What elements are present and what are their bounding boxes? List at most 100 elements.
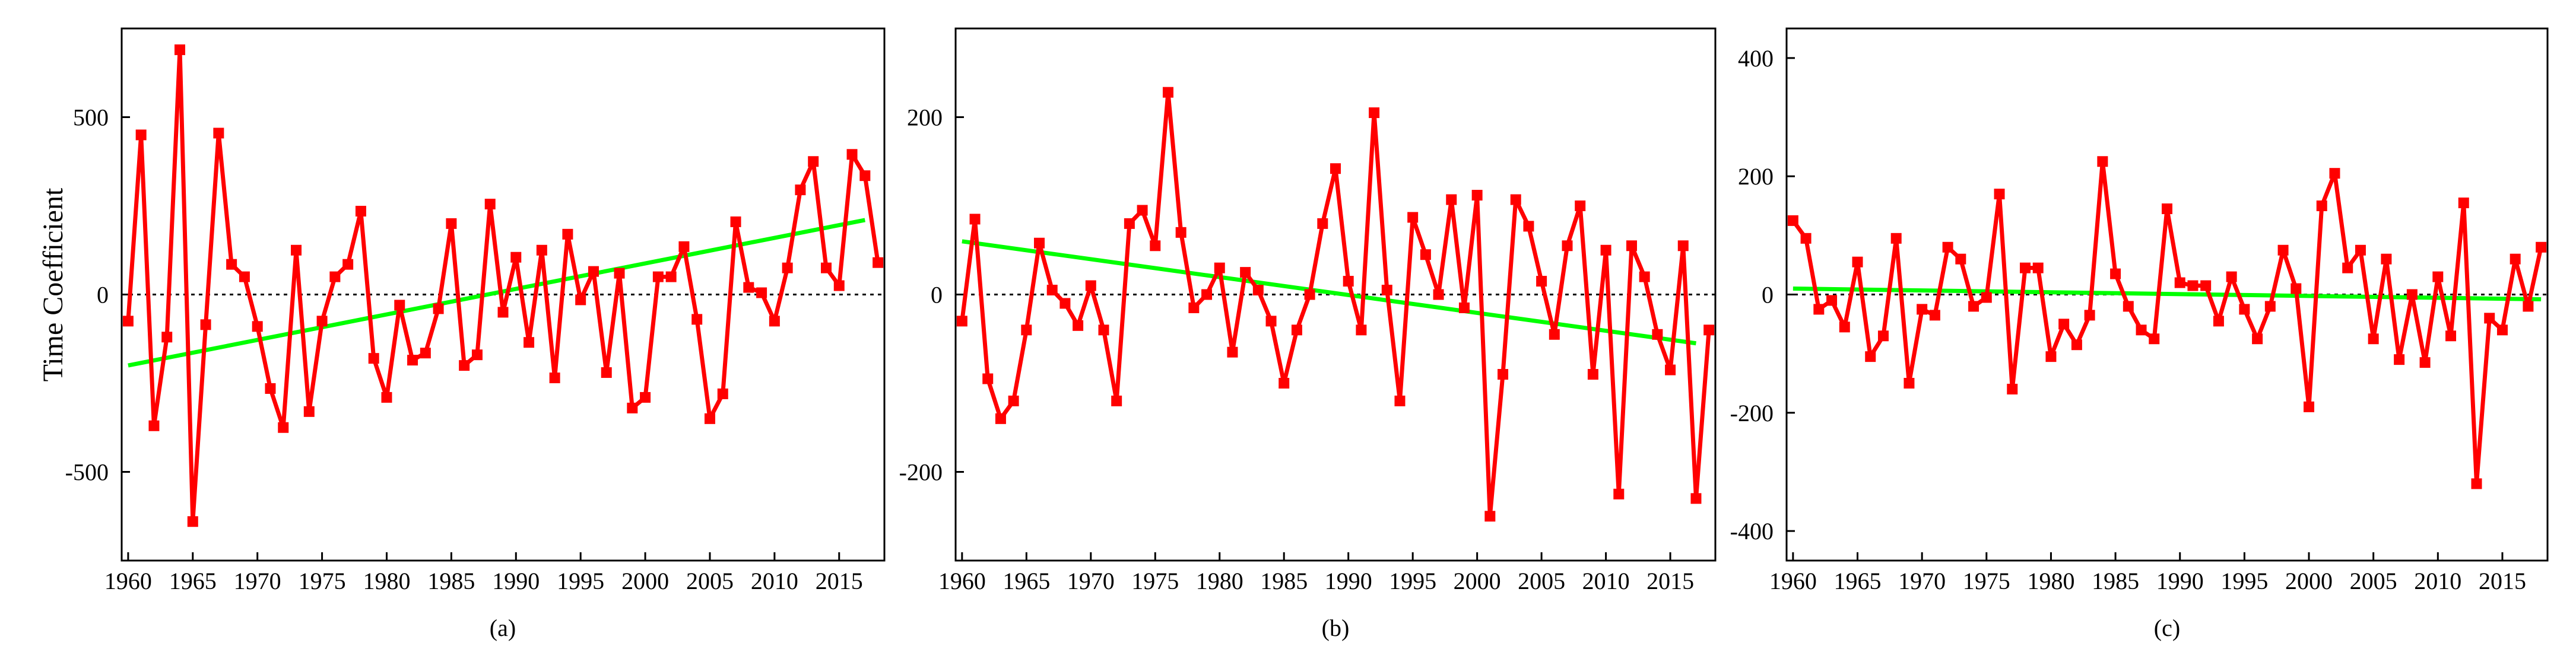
data-point xyxy=(122,316,134,327)
data-point xyxy=(2110,268,2121,279)
data-point xyxy=(873,257,884,268)
data-point xyxy=(1291,324,1302,336)
data-point xyxy=(252,321,263,332)
data-point xyxy=(316,316,328,327)
data-point xyxy=(2536,241,2547,253)
data-point xyxy=(2291,283,2302,294)
data-point xyxy=(1665,364,1676,375)
data-point xyxy=(2458,198,2469,209)
data-point xyxy=(2277,244,2289,256)
data-point xyxy=(187,516,198,527)
data-point xyxy=(1575,200,1586,211)
x-tick-label: 1980 xyxy=(2027,568,2074,594)
data-point xyxy=(135,129,147,141)
data-point xyxy=(342,259,354,270)
data-point xyxy=(665,271,677,282)
x-tick-label: 1960 xyxy=(938,568,986,594)
data-point xyxy=(484,199,496,210)
x-tick-label: 1975 xyxy=(1131,568,1179,594)
data-point xyxy=(1917,304,1928,315)
data-point xyxy=(1981,292,1992,303)
data-point xyxy=(1407,212,1419,223)
y-tick-label: 200 xyxy=(1738,163,1774,190)
data-point xyxy=(2496,324,2508,336)
data-point xyxy=(846,149,858,160)
data-point xyxy=(995,413,1006,424)
x-tick-label: 1965 xyxy=(1003,568,1050,594)
data-point xyxy=(278,422,289,433)
x-tick-label: 1965 xyxy=(169,568,217,594)
data-point xyxy=(2226,271,2237,282)
data-point xyxy=(2445,330,2457,342)
panel-label: (a) xyxy=(490,615,516,641)
data-point xyxy=(1073,320,1084,331)
data-point xyxy=(1626,240,1637,252)
data-point xyxy=(2329,168,2340,179)
x-tick-label: 1985 xyxy=(1260,568,1308,594)
data-point xyxy=(2419,357,2431,368)
data-point xyxy=(355,205,366,217)
data-point xyxy=(2032,262,2044,273)
x-tick-label: 1995 xyxy=(2220,568,2268,594)
data-point xyxy=(956,316,967,327)
data-point xyxy=(1279,378,1290,389)
data-point xyxy=(1652,329,1663,340)
data-point xyxy=(2510,253,2521,265)
data-point xyxy=(575,294,586,305)
data-point xyxy=(1046,285,1058,296)
x-tick-label: 2010 xyxy=(1582,568,1630,594)
data-point xyxy=(2174,277,2185,288)
data-point xyxy=(769,316,780,327)
data-point xyxy=(329,271,341,282)
data-point xyxy=(1510,194,1521,205)
data-point xyxy=(1484,511,1496,522)
x-tick-label: 2005 xyxy=(1518,568,1565,594)
data-point xyxy=(1813,304,1825,315)
data-point xyxy=(510,252,522,263)
data-point xyxy=(1252,285,1264,296)
data-point xyxy=(588,266,599,277)
x-tick-label: 1980 xyxy=(1196,568,1243,594)
data-point xyxy=(782,262,793,273)
y-tick-label: 0 xyxy=(1762,282,1774,308)
data-point xyxy=(982,373,994,384)
y-tick-label: 400 xyxy=(1738,45,1774,72)
data-point xyxy=(1690,493,1702,504)
data-point xyxy=(2019,262,2031,273)
data-point xyxy=(1201,289,1213,300)
data-point xyxy=(1008,395,1019,406)
data-point xyxy=(1330,163,1341,174)
data-point xyxy=(1356,324,1367,336)
x-tick-label: 1995 xyxy=(1389,568,1436,594)
data-point xyxy=(2136,324,2147,336)
data-point xyxy=(2406,289,2418,300)
data-point xyxy=(1188,302,1200,313)
data-point xyxy=(291,244,302,256)
data-point xyxy=(614,268,625,279)
data-point xyxy=(808,156,819,167)
data-point xyxy=(524,337,535,348)
data-point xyxy=(200,319,211,330)
data-point xyxy=(1098,324,1109,336)
x-tick-label: 1980 xyxy=(363,568,410,594)
x-tick-label: 1960 xyxy=(104,568,152,594)
data-point xyxy=(1703,324,1715,336)
x-tick-label: 2015 xyxy=(816,568,863,594)
data-point xyxy=(820,262,832,273)
data-point xyxy=(2239,304,2250,315)
y-tick-label: 500 xyxy=(73,104,109,131)
data-point xyxy=(2213,316,2224,327)
y-tick-label: -400 xyxy=(1730,518,1774,545)
x-tick-label: 1975 xyxy=(299,568,346,594)
data-point xyxy=(1304,289,1315,300)
panel-label: (b) xyxy=(1322,615,1350,641)
data-point xyxy=(1124,218,1135,229)
data-point xyxy=(2264,301,2276,312)
data-point xyxy=(1677,240,1689,252)
x-tick-label: 2005 xyxy=(2350,568,2397,594)
panel-c: 1960 1965 1970 1975 1980 1985 1990 1995 2000 2005… xyxy=(1730,27,2549,641)
data-point xyxy=(704,413,715,424)
data-point xyxy=(148,420,160,431)
data-point xyxy=(1175,227,1187,238)
